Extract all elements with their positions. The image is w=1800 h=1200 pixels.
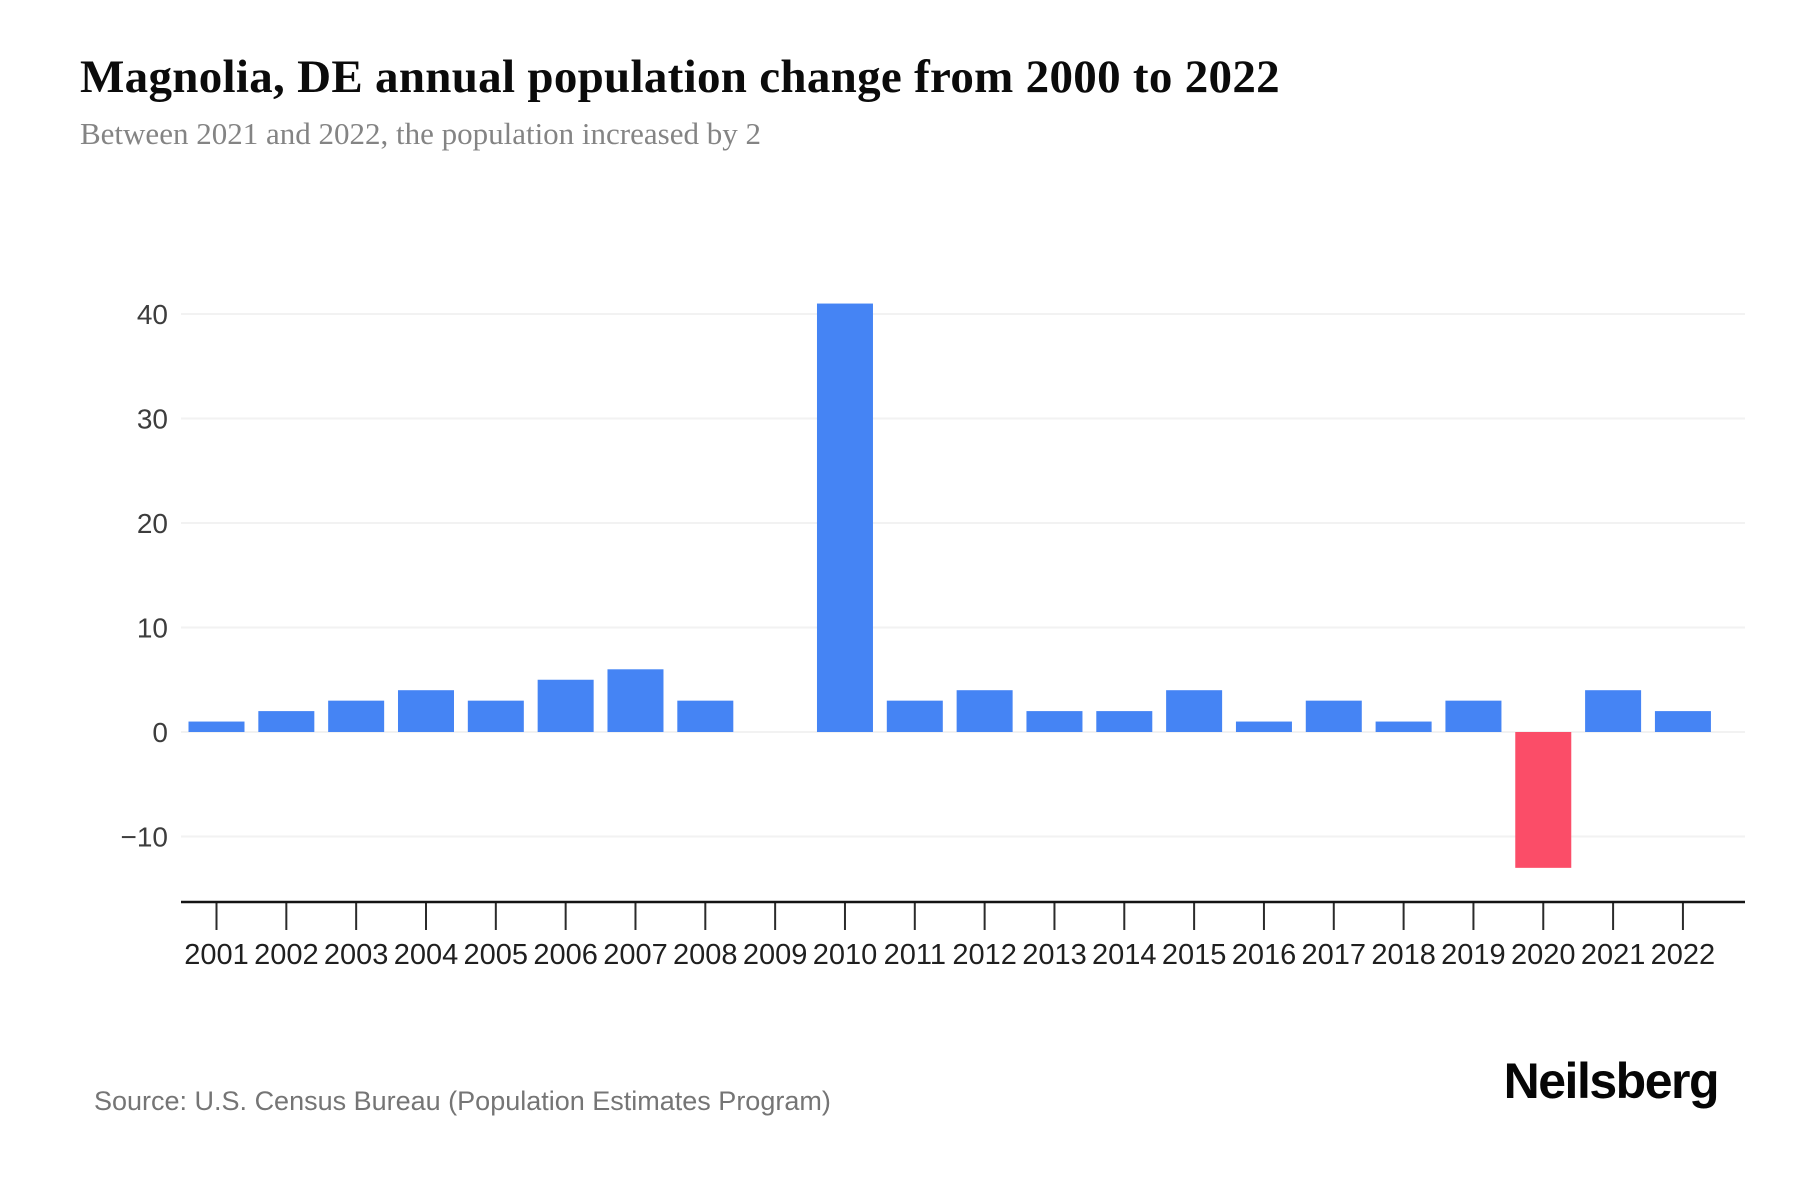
- bar-2011[interactable]: [886, 700, 943, 732]
- chart-title: Magnolia, DE annual population change fr…: [80, 51, 1280, 103]
- y-tick-label-0: 0: [152, 717, 168, 748]
- x-tick-label-2007: 2007: [603, 939, 668, 971]
- x-tick-label-2013: 2013: [1022, 939, 1087, 971]
- x-tick-label-2008: 2008: [673, 939, 738, 971]
- source-caption: Source: U.S. Census Bureau (Population E…: [94, 1086, 831, 1116]
- y-tick-label-20: 20: [137, 508, 168, 539]
- x-tick-label-2022: 2022: [1651, 939, 1716, 971]
- bar-2019[interactable]: [1445, 700, 1502, 732]
- x-tick-label-2016: 2016: [1232, 939, 1297, 971]
- x-tick-label-2019: 2019: [1441, 939, 1506, 971]
- bar-2010[interactable]: [816, 303, 873, 732]
- x-tick-label-2014: 2014: [1092, 939, 1157, 971]
- x-tick-label-2017: 2017: [1302, 939, 1367, 971]
- bar-2020[interactable]: [1515, 732, 1572, 868]
- bar-2014[interactable]: [1096, 711, 1153, 732]
- x-tick-label-2010: 2010: [813, 939, 878, 971]
- x-tick-label-2009: 2009: [743, 939, 808, 971]
- bar-2006[interactable]: [537, 679, 594, 732]
- y-tick-label-40: 40: [137, 299, 168, 330]
- bar-2012[interactable]: [956, 690, 1013, 732]
- x-tick-label-2020: 2020: [1511, 939, 1576, 971]
- y-tick-label-10: 10: [137, 613, 168, 644]
- x-tick-label-2006: 2006: [533, 939, 598, 971]
- x-tick-label-2003: 2003: [324, 939, 389, 971]
- brand-logo: Neilsberg: [1503, 1053, 1720, 1109]
- chart-subtitle: Between 2021 and 2022, the population in…: [80, 116, 761, 151]
- x-tick-label-2011: 2011: [884, 939, 946, 971]
- bar-2013[interactable]: [1026, 711, 1083, 732]
- x-tick-label-2018: 2018: [1371, 939, 1436, 971]
- x-tick-label-2004: 2004: [394, 939, 459, 971]
- x-tick-label-2021: 2021: [1581, 939, 1646, 971]
- bar-2005[interactable]: [467, 700, 524, 732]
- x-tick-label-2002: 2002: [254, 939, 319, 971]
- bar-2016[interactable]: [1235, 721, 1292, 732]
- x-tick-label-2012: 2012: [952, 939, 1017, 971]
- bar-2022[interactable]: [1654, 711, 1711, 732]
- x-tick-label-2015: 2015: [1162, 939, 1227, 971]
- bar-2002[interactable]: [258, 711, 315, 732]
- bar-2015[interactable]: [1166, 690, 1223, 732]
- y-tick-label-30: 30: [137, 404, 168, 435]
- bar-2001[interactable]: [188, 721, 245, 732]
- bar-2017[interactable]: [1305, 700, 1362, 732]
- bar-2003[interactable]: [328, 700, 385, 732]
- y-tick-label--10: −10: [121, 822, 169, 853]
- x-tick-label-2001: 2001: [184, 939, 249, 971]
- x-tick-label-2005: 2005: [464, 939, 529, 971]
- bar-2018[interactable]: [1375, 721, 1432, 732]
- bar-2021[interactable]: [1585, 690, 1642, 732]
- bar-2008[interactable]: [677, 700, 734, 732]
- bar-2004[interactable]: [397, 690, 454, 732]
- bar-2007[interactable]: [607, 669, 664, 732]
